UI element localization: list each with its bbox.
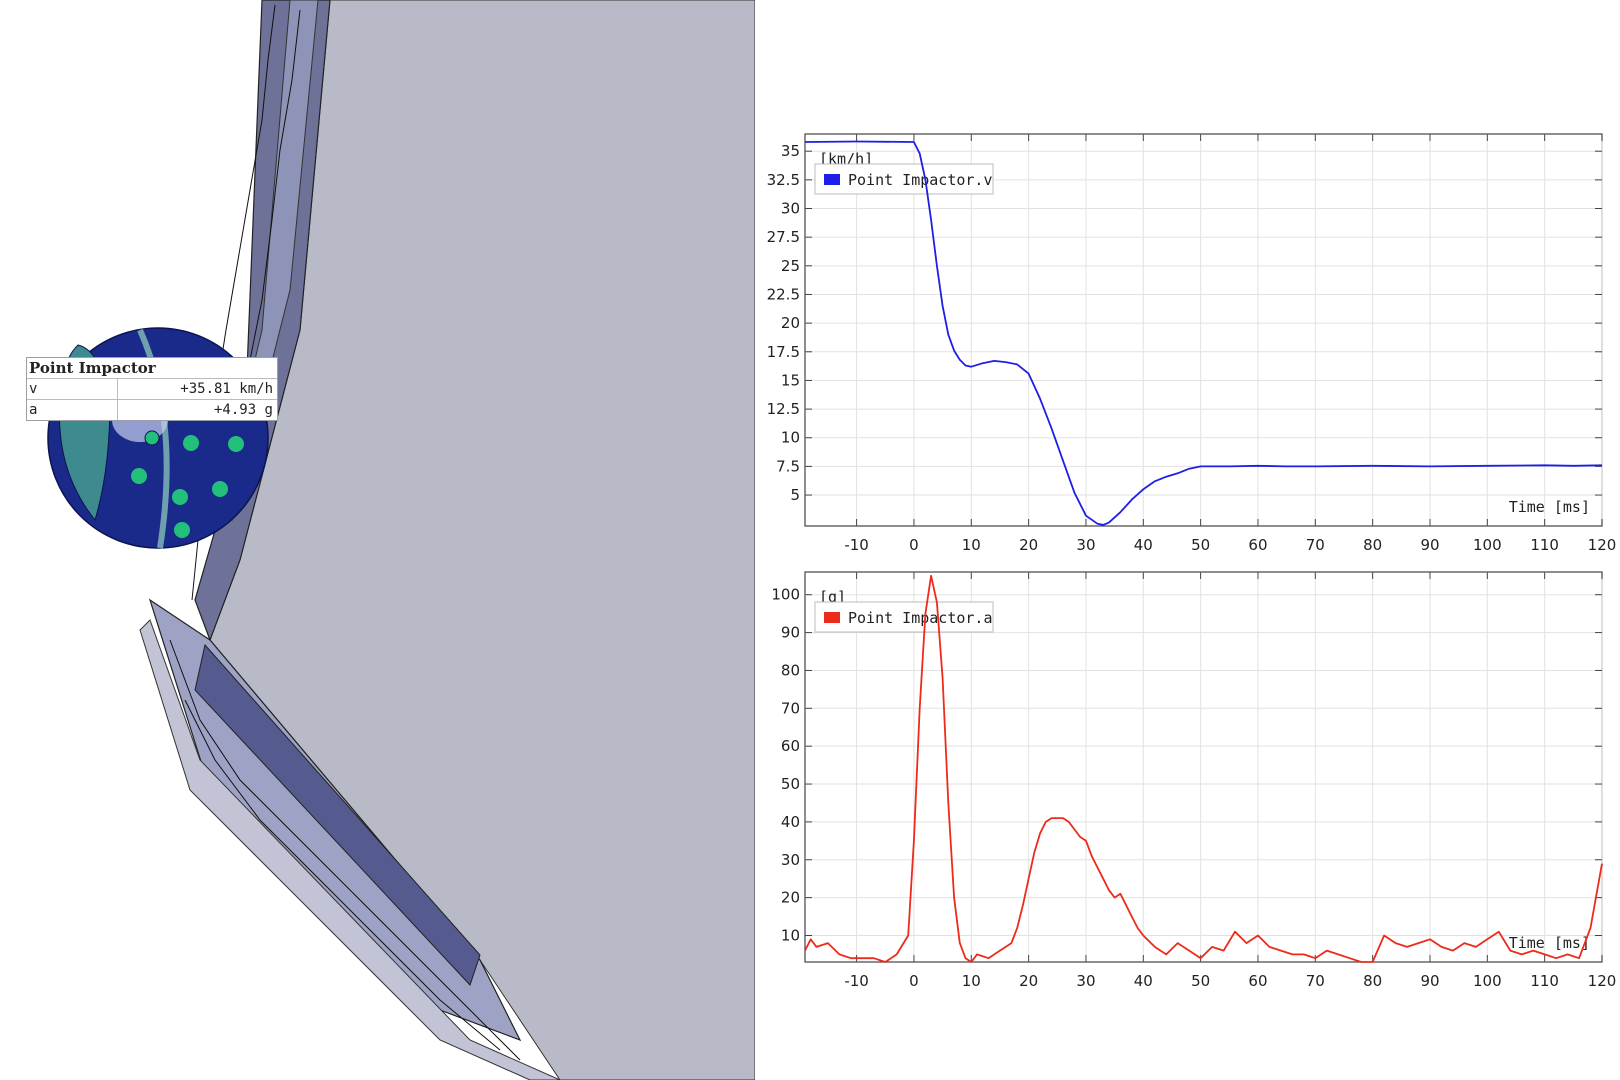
y-tick-label: 35 [781,142,800,160]
y-tick-label: 30 [781,851,800,869]
y-tick-label: 70 [781,699,800,717]
y-tick-label: 25 [781,257,800,275]
x-tick-label: 20 [1019,972,1038,990]
info-label: a [27,400,118,420]
y-tick-label: 10 [781,429,800,447]
chart-area: -10 0 10 20 30 40 50 60 70 80 90 100 110 120 5 7.5 10 12.… [755,0,1620,1080]
x-axis-label: Time [ms] [1509,934,1590,952]
y-tick-label: 20 [781,314,800,332]
y-tick-label: 100 [771,586,800,604]
series-line [804,574,1603,963]
x-tick-label: 120 [1588,972,1617,990]
plot-frame [804,571,1603,963]
legend-label: Point Impactor.a [848,609,993,627]
x-tick-label: 40 [1134,536,1153,554]
y-tick-label: 12.5 [767,400,800,418]
y-tick-label: 20 [781,889,800,907]
info-value: +4.93 g [213,402,273,418]
y-tick-label: 40 [781,813,800,831]
legend: Point Impactor.a [814,601,994,633]
y-tick-label: 50 [781,775,800,793]
velocity-chart: -10 0 10 20 30 40 50 60 70 80 90 100 110 120 5 7.5 10 12.… [767,133,1617,554]
x-tick-label: 80 [1363,972,1382,990]
x-tick-label: -10 [844,972,869,990]
x-tick-label: 60 [1248,536,1267,554]
y-tick-label: 7.5 [776,457,800,475]
impactor-info-box: Point Impactor v +35.81 km/h a +4.93 g [26,357,278,421]
acceleration-chart: -10 0 10 20 30 40 50 60 70 80 90 100 110 120 10 20 30 40 5… [771,571,1617,990]
x-tick-label: 50 [1191,536,1210,554]
y-tick-label: 5 [790,486,800,504]
x-tick-label: 100 [1473,972,1502,990]
x-tick-label: 10 [962,972,981,990]
legend: Point Impactor.v [814,163,994,195]
info-value: +35.81 km/h [180,381,273,397]
legend-box [814,163,994,195]
y-tick-label: 80 [781,661,800,679]
sensor-dot [174,522,190,538]
x-tick-label: 10 [962,536,981,554]
x-tick-label: 0 [909,536,919,554]
x-tick-label: 30 [1076,972,1095,990]
sensor-dot [172,489,188,505]
panel-edge-lower-dark [194,643,481,986]
sensor-dot [144,430,160,446]
contour-line [169,639,521,1061]
x-tick-label: 40 [1134,972,1153,990]
y-tick-label: 32.5 [767,171,800,189]
x-tick-label: 90 [1420,536,1439,554]
y-tick-label: 17.5 [767,343,800,361]
y-tick-label: 10 [781,926,800,944]
y-tick-label: 30 [781,200,800,218]
y-tick-label: 60 [781,737,800,755]
panel-edge-lower-outer [139,619,561,1080]
charts-svg: -10 0 10 20 30 40 50 60 70 80 90 100 110 12057.51012.… [767,133,1617,990]
info-box-title: Point Impactor [27,358,277,379]
series-line [804,140,1603,526]
sensor-dot [183,435,199,451]
x-tick-label: -10 [844,536,869,554]
legend-label: Point Impactor.v [848,171,993,189]
x-tick-label: 20 [1019,536,1038,554]
3d-viewport[interactable]: Point Impactor v +35.81 km/h a +4.93 g [0,0,755,1080]
y-tick-label: 22.5 [767,285,800,303]
y-tick-label: 27.5 [767,228,800,246]
x-tick-label: 70 [1306,972,1325,990]
x-tick-label: 120 [1588,536,1617,554]
x-tick-label: 80 [1363,536,1382,554]
y-tick-label: 15 [781,371,800,389]
legend-swatch [824,612,840,623]
legend-swatch [824,174,840,185]
vehicle-panel-model [47,0,755,1080]
x-tick-label: 110 [1530,536,1559,554]
x-tick-label: 60 [1248,972,1267,990]
legend-box [814,601,994,633]
x-tick-label: 110 [1530,972,1559,990]
info-row-a: a +4.93 g [27,400,277,420]
plot-frame [804,133,1603,527]
x-tick-label: 30 [1076,536,1095,554]
x-tick-label: 100 [1473,536,1502,554]
info-row-v: v +35.81 km/h [27,379,277,400]
x-tick-label: 0 [909,972,919,990]
sensor-dot [131,468,147,484]
sensor-dot [212,481,228,497]
sensor-dot [228,436,244,452]
info-label: v [27,379,118,399]
x-tick-label: 50 [1191,972,1210,990]
x-tick-label: 90 [1420,972,1439,990]
x-tick-label: 70 [1306,536,1325,554]
y-tick-label: 90 [781,624,800,642]
x-axis-label: Time [ms] [1509,498,1590,516]
contour-line [184,699,501,1051]
